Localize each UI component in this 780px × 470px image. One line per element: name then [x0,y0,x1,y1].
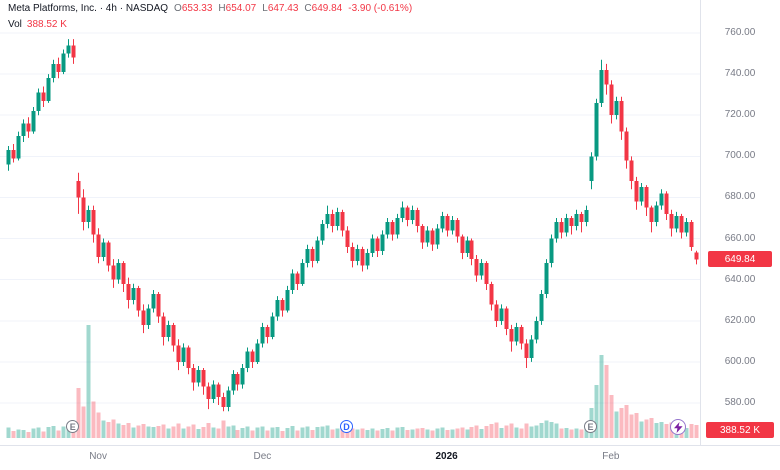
price-axis-separator [700,0,701,445]
change-value: -3.90 (-0.61%) [348,3,413,14]
price-tick: 640.00 [724,273,756,285]
volume-value: 388.52 K [26,19,67,30]
time-axis-separator [0,445,780,446]
price-tick: 660.00 [724,232,756,244]
realtime-data-badge[interactable] [670,419,686,435]
time-label-dec[interactable]: Dec [253,451,272,462]
time-label-feb[interactable]: Feb [602,451,620,462]
open-value: 653.33 [181,3,213,14]
price-tick: 700.00 [724,150,756,162]
price-tick: 720.00 [724,109,756,121]
time-label-nov[interactable]: Nov [89,451,107,462]
open-label: O [174,3,182,14]
high-label: H [218,3,226,14]
earnings-marker[interactable]: E [583,420,597,433]
close-value: 649.84 [311,3,343,14]
symbol-header: Meta Platforms, Inc. · 4h · NASDAQ O653.3… [8,3,412,14]
low-value: 647.43 [267,3,299,14]
lightning-icon [673,421,683,433]
symbol-title[interactable]: Meta Platforms, Inc. · 4h · NASDAQ [8,3,169,14]
high-value: 654.07 [225,3,257,14]
last-price-label: 649.84 [708,251,772,268]
candles [6,39,699,412]
price-tick: 760.00 [724,27,756,38]
price-tick: 620.00 [724,314,756,326]
low-label: L [262,3,268,14]
volume-legend: Vol 388.52 K [8,19,67,30]
volume-label: Vol [8,19,22,30]
last-volume-label: 388.52 K [706,422,774,438]
dividend-marker[interactable]: D [340,420,354,433]
price-tick: 600.00 [724,355,756,367]
earnings-marker[interactable]: E [66,420,80,433]
time-label-2026[interactable]: 2026 [435,451,458,462]
price-grid [0,32,700,404]
volume-bars [6,325,699,438]
close-label: C [304,3,312,14]
price-tick: 740.00 [724,68,756,80]
price-tick: 680.00 [724,191,756,203]
price-tick: 580.00 [724,397,756,408]
